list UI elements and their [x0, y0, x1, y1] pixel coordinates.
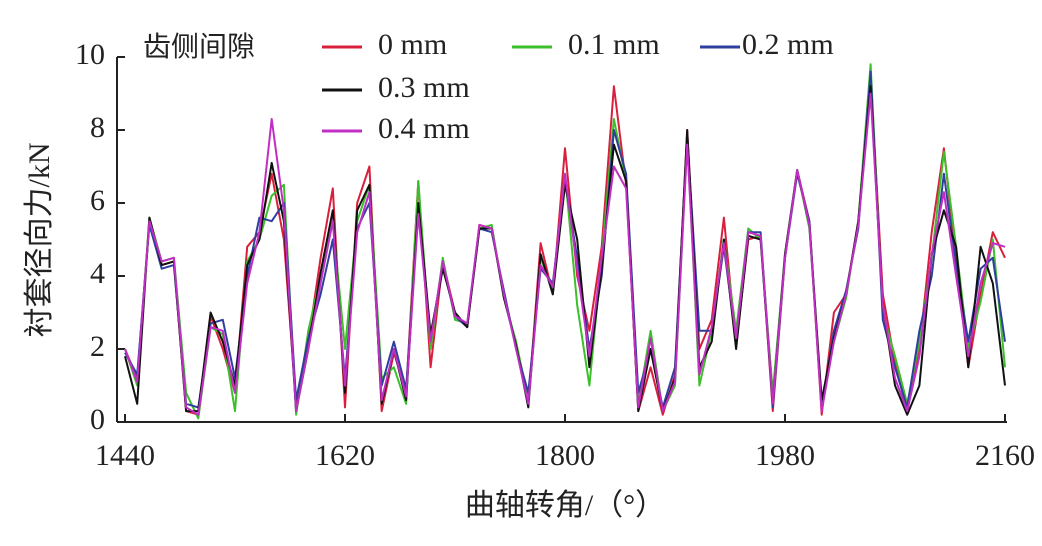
legend-label: 0.1 mm [568, 28, 660, 61]
series-line [124, 92, 1006, 416]
y-tick-label: 0 [90, 403, 105, 436]
legend-title: 齿侧间隙 [143, 30, 255, 63]
legend-label: 0 mm [378, 28, 447, 61]
y-tick-label: 4 [90, 257, 105, 290]
y-tick-label: 10 [75, 38, 105, 71]
y-axis-label: 衬套径向力/kN [23, 143, 56, 338]
x-tick-label: 1620 [315, 439, 375, 472]
x-axis-label: 曲轴转角/（°） [465, 489, 665, 522]
legend-label: 0.2 mm [742, 28, 834, 61]
x-tick-label: 1800 [535, 439, 595, 472]
y-tick-label: 8 [90, 111, 105, 144]
x-tick-label: 1440 [95, 439, 155, 472]
x-tick-label: 2160 [975, 439, 1035, 472]
y-tick-label: 6 [90, 184, 105, 217]
x-tick-label: 1980 [755, 439, 815, 472]
legend-label: 0.4 mm [378, 112, 470, 145]
y-tick-label: 2 [90, 330, 105, 363]
legend-label: 0.3 mm [378, 71, 470, 104]
